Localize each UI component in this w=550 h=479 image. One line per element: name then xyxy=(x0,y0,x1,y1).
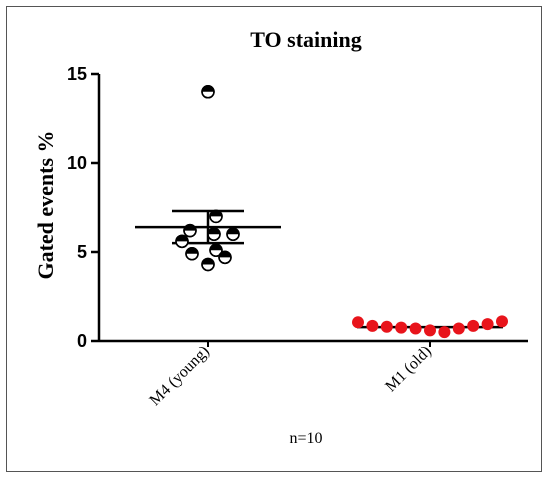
data-point xyxy=(380,320,393,333)
data-point xyxy=(438,326,451,339)
data-point xyxy=(352,316,364,329)
data-point xyxy=(183,223,197,238)
y-ticks: 0 5 10 15 xyxy=(67,64,99,351)
data-point xyxy=(496,315,508,328)
data-point xyxy=(201,257,215,272)
data-point xyxy=(209,243,223,257)
data-point xyxy=(175,234,189,249)
data-point xyxy=(207,227,221,241)
data-point xyxy=(201,85,215,99)
data-point xyxy=(366,319,379,332)
data-point xyxy=(226,227,240,241)
y-axis-label: Gated events % xyxy=(33,130,58,279)
data-point xyxy=(395,321,408,334)
data-point xyxy=(467,319,480,332)
sample-size-note: n=10 xyxy=(289,430,322,447)
chart-frame xyxy=(6,6,542,472)
data-point xyxy=(452,322,465,335)
chart-title: TO staining xyxy=(250,27,361,52)
data-point xyxy=(209,209,223,224)
data-point xyxy=(409,322,422,335)
data-marks xyxy=(135,85,508,339)
data-point xyxy=(424,324,436,337)
y-tick-label: 5 xyxy=(77,242,87,262)
x-category-label: M4 (young) xyxy=(146,343,212,409)
y-tick-label: 10 xyxy=(67,153,87,173)
data-point xyxy=(218,250,232,265)
x-category-labels: M4 (young) M1 (old) xyxy=(146,341,435,409)
x-category-label: M1 (old) xyxy=(382,343,435,396)
y-tick-label: 15 xyxy=(67,64,87,84)
data-point xyxy=(481,318,494,331)
y-tick-label: 0 xyxy=(77,331,87,351)
data-point xyxy=(185,247,199,261)
